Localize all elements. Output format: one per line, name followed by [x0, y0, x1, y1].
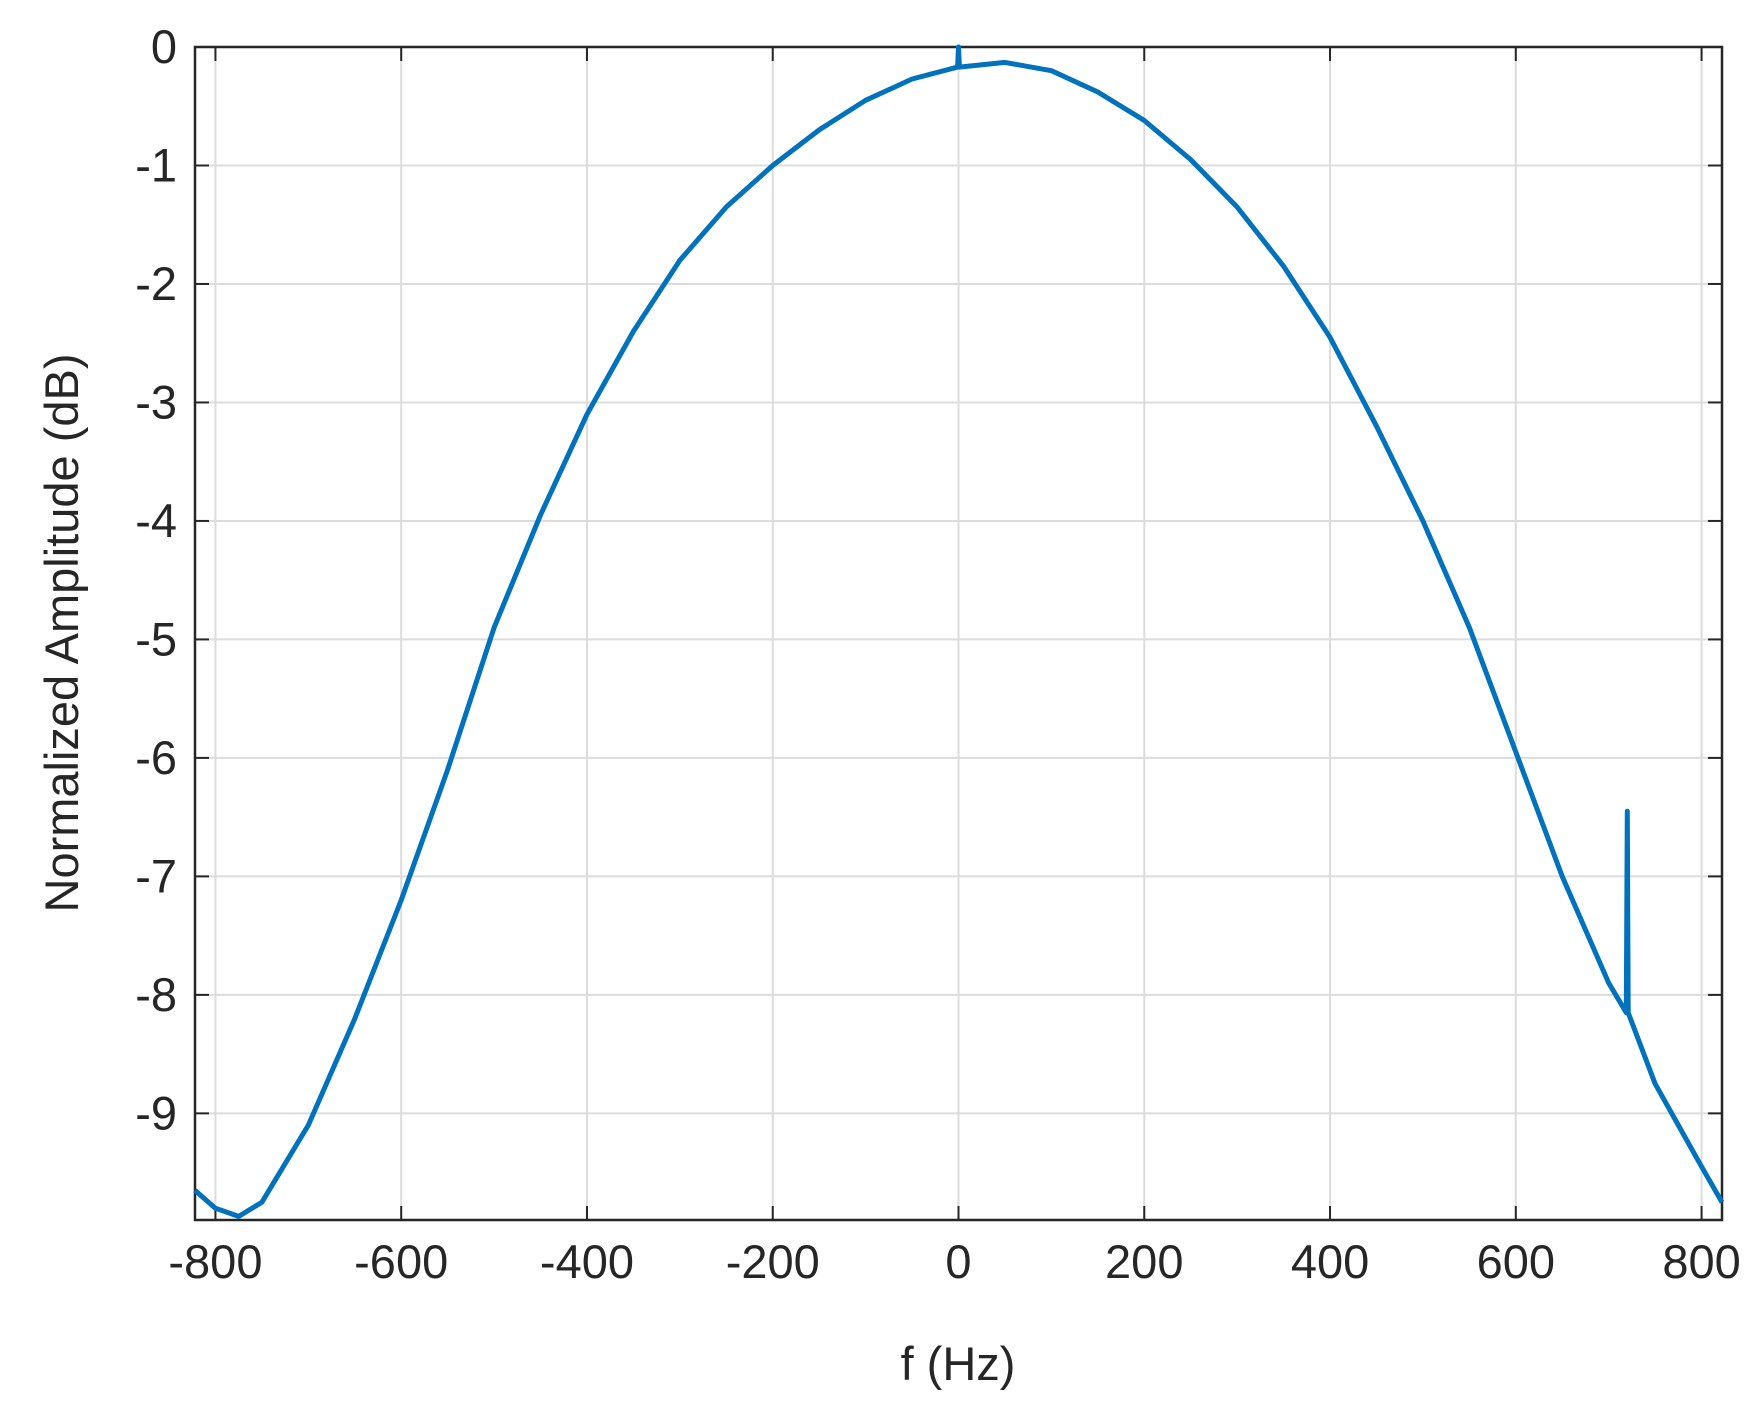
y-tick-label: 0: [151, 20, 177, 73]
x-tick-label: 600: [1477, 1235, 1555, 1288]
y-tick-label: -2: [135, 257, 177, 310]
y-tick-label: -6: [135, 731, 177, 784]
x-tick-label: 200: [1105, 1235, 1183, 1288]
line-series: [193, 44, 1725, 1219]
y-tick-label: -5: [135, 612, 177, 665]
y-tick-label: -1: [135, 138, 177, 191]
x-tick-label: -200: [726, 1235, 820, 1288]
y-tick-label: -9: [135, 1086, 177, 1139]
x-axis-label: f (Hz): [901, 1337, 1016, 1390]
y-tick-label: -3: [135, 375, 177, 428]
x-tick-label: -400: [540, 1235, 634, 1288]
y-tick-label: -7: [135, 849, 177, 902]
x-tick-label: -800: [168, 1235, 262, 1288]
x-tick-label: 0: [945, 1235, 971, 1288]
y-tick-label: -4: [135, 494, 177, 547]
x-tick-label: 800: [1662, 1235, 1740, 1288]
y-tick-label: -8: [135, 968, 177, 1021]
x-tick-label: 400: [1291, 1235, 1369, 1288]
x-tick-label: -600: [354, 1235, 448, 1288]
y-axis-label: Normalized Amplitude (dB): [35, 354, 88, 913]
